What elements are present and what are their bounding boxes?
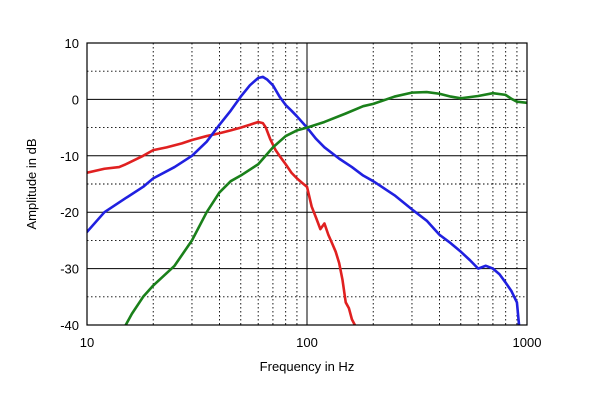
y-axis-title: Amplitude in dB: [24, 138, 39, 229]
series-layer: [87, 75, 527, 325]
series-line-3: [124, 90, 527, 325]
x-tick-label: 10: [80, 335, 94, 350]
y-tick-label: -10: [60, 149, 79, 164]
series-line-1: [87, 120, 357, 325]
plot-frame: [86, 42, 528, 326]
x-axis-title: Frequency in Hz: [260, 359, 355, 374]
y-tick-label: 10: [65, 36, 79, 51]
y-tick-label: -40: [60, 318, 79, 333]
series-line-2: [87, 75, 521, 325]
y-tick-label: 0: [72, 92, 79, 107]
x-tick-label: 100: [296, 335, 318, 350]
grid: [86, 42, 528, 326]
x-tick-label: 1000: [513, 335, 542, 350]
y-tick-label: -30: [60, 262, 79, 277]
y-tick-label: -20: [60, 205, 79, 220]
